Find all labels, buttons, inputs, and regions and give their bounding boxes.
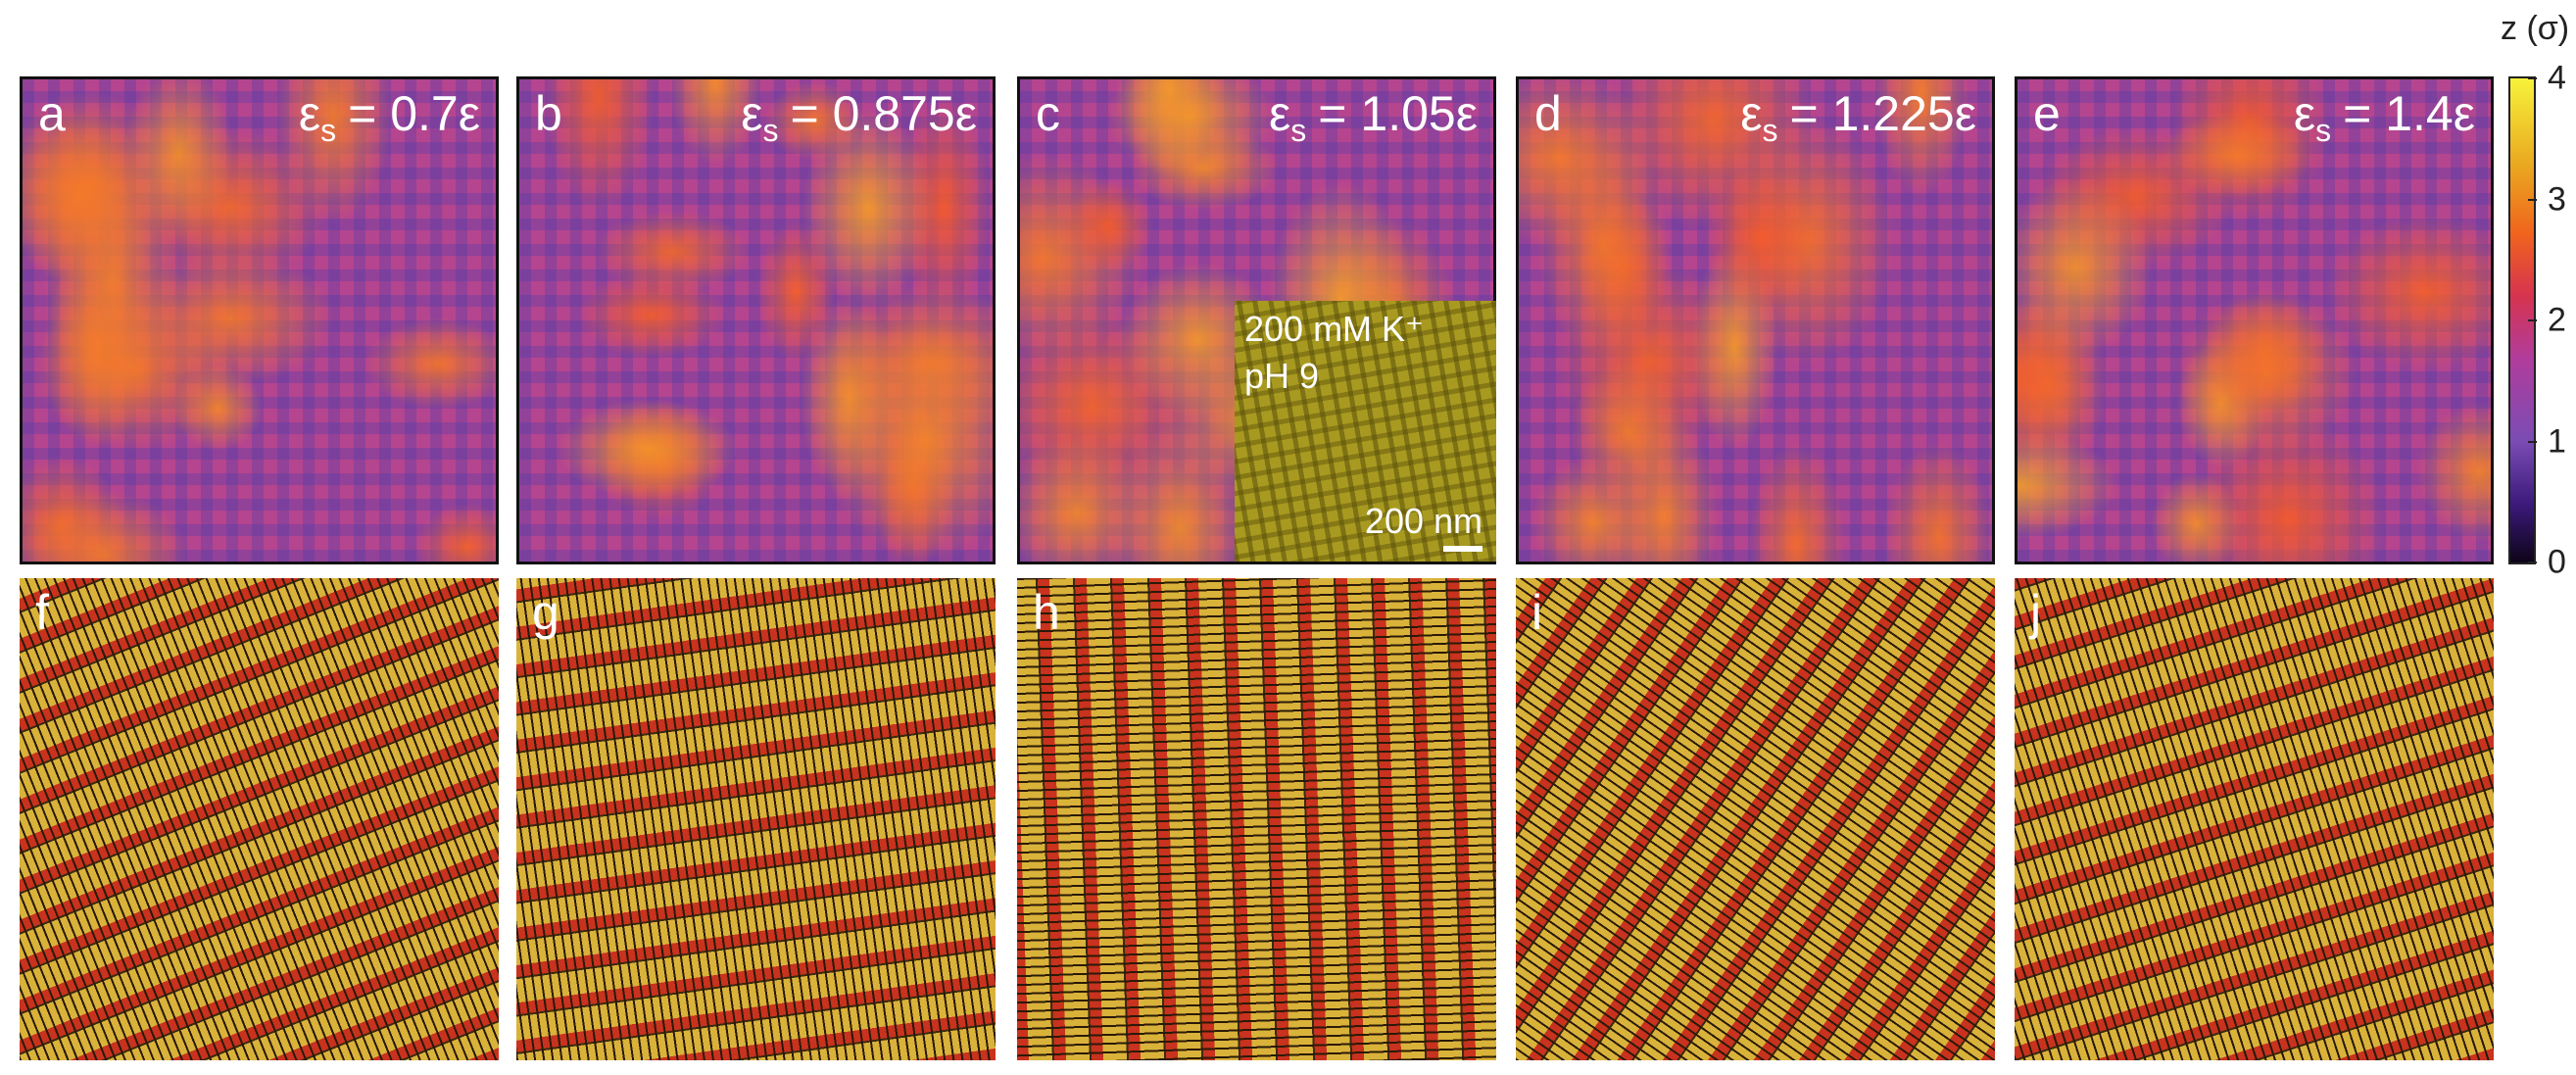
- colorbar-tick: [2528, 198, 2537, 201]
- panel-label: εs = 0.7ε: [299, 85, 480, 149]
- afm-inset: 200 mM K⁺ pH 9 200 nm: [1235, 301, 1496, 562]
- colorbar-tick-label: 3: [2548, 180, 2566, 218]
- inset-ph: pH 9: [1244, 356, 1320, 396]
- afm-panel: a εs = 0.7ε: [20, 76, 499, 564]
- panel-letter: c: [1036, 86, 1060, 141]
- simulation-panel: h: [1017, 578, 1496, 1060]
- panel-label: εs = 1.4ε: [2294, 85, 2475, 149]
- epsilon-symbol: ε: [741, 86, 763, 141]
- panel-letter: g: [532, 585, 559, 640]
- epsilon-subscript: s: [762, 113, 779, 148]
- simulation-panel: f: [20, 578, 499, 1060]
- epsilon-subscript: s: [1290, 113, 1307, 148]
- epsilon-symbol: ε: [1269, 86, 1291, 141]
- afm-panel: e εs = 1.4ε: [2015, 76, 2494, 564]
- epsilon-subscript: s: [1762, 113, 1778, 148]
- panel-letter: i: [1531, 585, 1543, 640]
- epsilon-value: = 1.4ε: [2343, 86, 2475, 141]
- simulation-panel: j: [2015, 578, 2494, 1060]
- epsilon-subscript: s: [320, 113, 337, 148]
- simulation-panel: i: [1516, 578, 1995, 1060]
- epsilon-value: = 0.7ε: [348, 86, 480, 141]
- colorbar-tick-label: 0: [2548, 543, 2566, 581]
- colorbar-tick-label: 1: [2548, 422, 2566, 460]
- afm-panel: b εs = 0.875ε: [516, 76, 996, 564]
- panel-letter: j: [2030, 585, 2042, 640]
- epsilon-value: = 1.225ε: [1789, 86, 1976, 141]
- panel-letter: e: [2033, 86, 2061, 141]
- colorbar-tick-label: 2: [2548, 301, 2566, 339]
- panel-letter: h: [1033, 585, 1060, 640]
- epsilon-subscript: s: [2315, 113, 2332, 148]
- panel-label: εs = 1.225ε: [1740, 85, 1976, 149]
- panel-letter: d: [1534, 86, 1562, 141]
- panel-letter: a: [38, 86, 66, 141]
- afm-panel: d εs = 1.225ε: [1516, 76, 1995, 564]
- epsilon-symbol: ε: [1740, 86, 1763, 141]
- epsilon-value: = 0.875ε: [790, 86, 977, 141]
- colorbar-tick: [2528, 319, 2537, 321]
- epsilon-value: = 1.05ε: [1318, 86, 1478, 141]
- scale-label: 200 nm: [1364, 501, 1482, 541]
- colorbar-tick: [2528, 440, 2537, 443]
- epsilon-symbol: ε: [2293, 86, 2316, 141]
- colorbar-tick: [2528, 562, 2537, 563]
- colorbar-tick-label: 4: [2548, 59, 2566, 97]
- epsilon-symbol: ε: [298, 86, 321, 141]
- colorbar-title: z (σ): [2501, 10, 2570, 47]
- colorbar-tick: [2528, 77, 2537, 79]
- scale-bar: [1443, 546, 1482, 552]
- panel-letter: b: [535, 86, 562, 141]
- panel-letter: f: [35, 585, 49, 640]
- panel-label: εs = 0.875ε: [741, 85, 977, 149]
- simulation-panel: g: [516, 578, 996, 1060]
- inset-condition: 200 mM K⁺: [1244, 309, 1425, 349]
- panel-label: εs = 1.05ε: [1269, 85, 1478, 149]
